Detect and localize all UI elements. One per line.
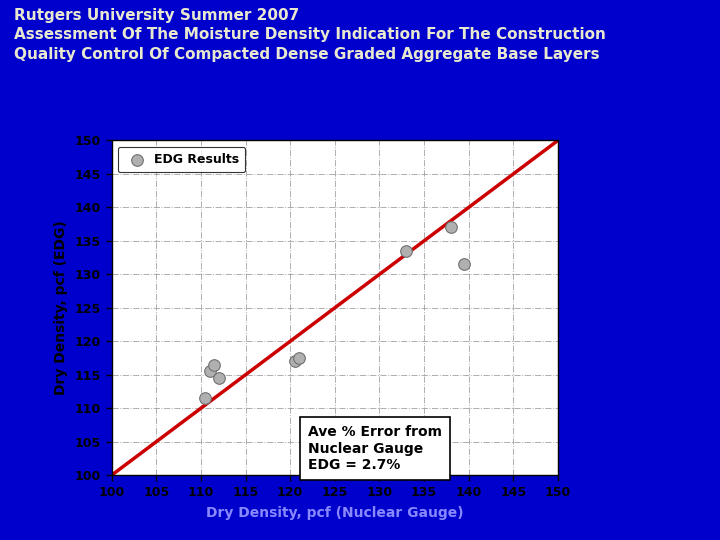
EDG Results (289, 357, 300, 366)
EDG Results (209, 360, 220, 369)
EDG Results (293, 354, 305, 362)
Y-axis label: Dry Density, pcf (EDG): Dry Density, pcf (EDG) (54, 220, 68, 395)
X-axis label: Dry Density, pcf (Nuclear Gauge): Dry Density, pcf (Nuclear Gauge) (206, 505, 464, 519)
Legend: EDG Results: EDG Results (118, 147, 246, 172)
EDG Results (199, 394, 211, 402)
EDG Results (459, 260, 470, 268)
EDG Results (204, 367, 215, 376)
EDG Results (213, 374, 225, 382)
EDG Results (445, 223, 456, 232)
Text: Ave % Error from
Nuclear Gauge
EDG = 2.7%: Ave % Error from Nuclear Gauge EDG = 2.7… (308, 426, 442, 472)
EDG Results (400, 247, 412, 255)
Text: Rutgers University Summer 2007
Assessment Of The Moisture Density Indication For: Rutgers University Summer 2007 Assessmen… (14, 8, 606, 62)
